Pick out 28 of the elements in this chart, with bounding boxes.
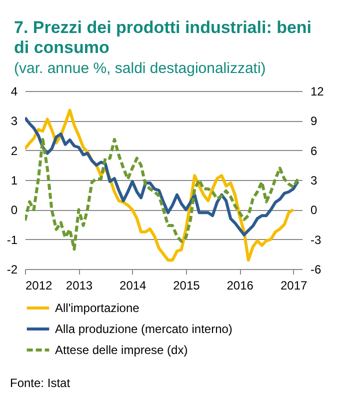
x-tick-label: 2013 xyxy=(66,278,93,292)
y2-tick-label: -6 xyxy=(310,262,322,276)
y-tick-label: -1 xyxy=(6,232,18,247)
chart-title: 7. Prezzi dei prodotti industriali: beni di consumo xyxy=(13,17,313,58)
y-tick-label: 2 xyxy=(10,144,18,158)
x-tick-label: 2012 xyxy=(26,278,53,292)
y2-tick-label: 3 xyxy=(310,174,318,188)
y-tick-label: -2 xyxy=(6,262,18,276)
legend-label: All'importazione xyxy=(55,301,140,315)
legend-label: Alla produzione (mercato interno) xyxy=(55,322,232,336)
y2-tick-label: 12 xyxy=(310,84,324,98)
y-tick-label: 3 xyxy=(10,114,18,128)
y-tick-label: 1 xyxy=(10,174,18,188)
x-tick-label: 2015 xyxy=(173,278,200,292)
y2-tick-label: 9 xyxy=(310,114,318,128)
source-note: Fonte: Istat xyxy=(9,376,72,390)
x-tick-label: 2014 xyxy=(120,278,147,292)
line-series xyxy=(25,138,300,251)
x-tick-label: 2016 xyxy=(226,278,254,292)
x-tick-label: 2017 xyxy=(280,278,308,292)
y-tick-label: 0 xyxy=(10,203,18,218)
line-series xyxy=(25,116,300,236)
y2-tick-label: -3 xyxy=(310,232,322,247)
legend-label: Attese delle imprese (dx) xyxy=(55,343,188,357)
chart-subtitle: (var. annue %, saldi destagionalizzati) xyxy=(13,59,267,77)
y-tick-label: 4 xyxy=(10,84,18,98)
y2-tick-label: 6 xyxy=(310,144,318,158)
y2-tick-label: 0 xyxy=(310,203,318,218)
